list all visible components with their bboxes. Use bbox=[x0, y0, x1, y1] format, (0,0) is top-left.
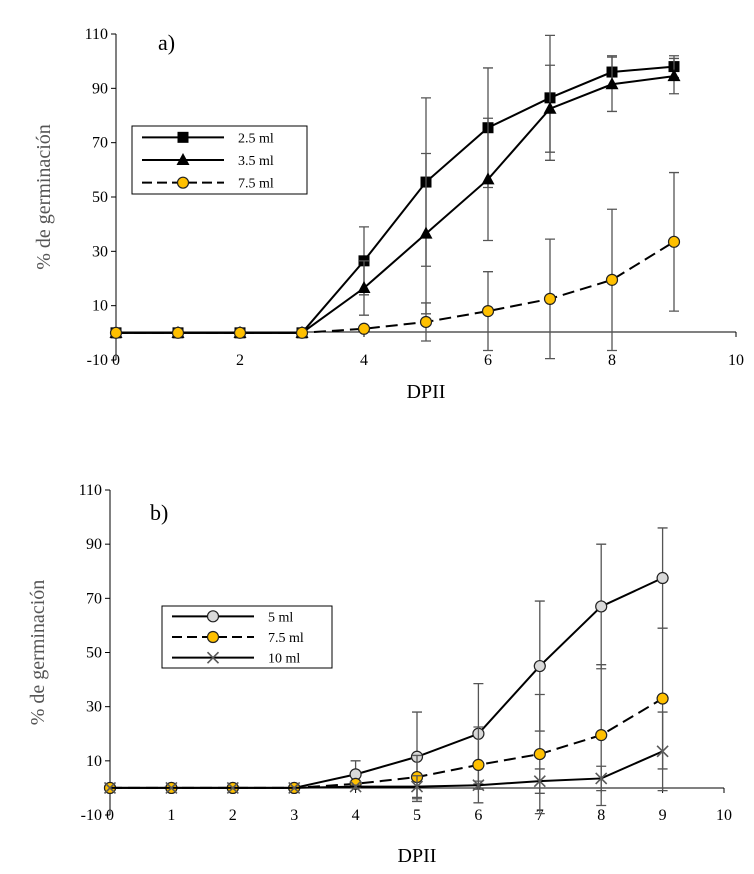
x-tick-label: 3 bbox=[290, 807, 298, 824]
chart-panel-a: -10 10 30 50 70 90 110 0 2 4 6 8 10 DPII % de germinac… bbox=[33, 26, 744, 403]
y-axis-title: % de germinación bbox=[27, 580, 49, 726]
y-tick-label: 30 bbox=[86, 699, 102, 716]
legend-marker bbox=[206, 630, 220, 644]
x-axis-title: DPII bbox=[407, 381, 446, 403]
series-line bbox=[110, 697, 664, 789]
y-tick-label: 50 bbox=[86, 645, 102, 662]
data-point bbox=[410, 780, 424, 793]
panel-label: a) bbox=[158, 30, 175, 55]
data-point bbox=[472, 779, 485, 792]
y-tick-label: 50 bbox=[92, 189, 108, 206]
legend: 5 ml 7.5 ml 10 ml bbox=[161, 605, 333, 669]
legend-marker bbox=[176, 153, 190, 165]
data-point bbox=[233, 326, 247, 339]
data-point bbox=[667, 69, 681, 82]
data-point bbox=[103, 781, 117, 794]
y-tick-label: 90 bbox=[92, 80, 108, 97]
data-point bbox=[595, 729, 608, 742]
y-tick-label: 110 bbox=[85, 26, 108, 43]
x-tick-label: 9 bbox=[659, 807, 667, 824]
x-axis-title: DPII bbox=[398, 845, 437, 867]
y-tick-label: 10 bbox=[92, 298, 108, 315]
data-point bbox=[656, 745, 669, 758]
data-point bbox=[595, 772, 608, 785]
y-tick-label: -10 bbox=[81, 807, 102, 824]
legend-label: 7.5 ml bbox=[268, 631, 304, 646]
y-tick-label: 10 bbox=[86, 753, 102, 770]
x-tick-label: 10 bbox=[728, 352, 744, 369]
y-tick-label: 110 bbox=[79, 482, 102, 499]
data-point bbox=[481, 172, 495, 185]
data-point bbox=[481, 305, 495, 318]
y-tick-label: 70 bbox=[92, 135, 108, 152]
x-tick-label: 1 bbox=[167, 807, 175, 824]
legend-label: 7.5 ml bbox=[238, 177, 274, 192]
data-point bbox=[605, 273, 619, 286]
series-line bbox=[110, 750, 664, 789]
x-tick-label: 8 bbox=[608, 352, 616, 369]
y-axis-title: % de germinación bbox=[33, 124, 55, 270]
y-tick-label: 30 bbox=[92, 243, 108, 260]
x-tick-label: 2 bbox=[229, 807, 237, 824]
data-point bbox=[226, 781, 239, 794]
series-line bbox=[116, 65, 675, 334]
series-7-5-ml bbox=[109, 171, 681, 360]
legend-marker bbox=[206, 610, 220, 623]
y-tick-label: 70 bbox=[86, 590, 102, 607]
legend-label: 5 ml bbox=[268, 610, 293, 625]
data-point bbox=[667, 235, 681, 248]
legend-marker bbox=[177, 131, 189, 143]
data-point bbox=[605, 77, 619, 90]
x-tick-label: 4 bbox=[360, 352, 368, 369]
x-tick-label: 5 bbox=[413, 807, 421, 824]
data-point bbox=[656, 692, 669, 705]
legend-marker bbox=[176, 176, 190, 189]
data-point bbox=[419, 226, 433, 239]
data-point bbox=[543, 101, 557, 114]
y-tick-label: -10 bbox=[87, 352, 108, 369]
data-point bbox=[472, 758, 485, 771]
data-point bbox=[533, 775, 546, 788]
data-point bbox=[656, 571, 669, 585]
data-point bbox=[357, 281, 371, 294]
series-10-ml bbox=[103, 711, 669, 799]
series-3-5-ml bbox=[109, 56, 681, 338]
legend-marker bbox=[206, 651, 220, 664]
legend-label: 2.5 ml bbox=[238, 131, 274, 146]
series-line bbox=[116, 240, 675, 334]
data-point bbox=[533, 747, 546, 761]
data-point bbox=[171, 326, 185, 339]
legend-label: 3.5 ml bbox=[238, 154, 274, 169]
series-line bbox=[116, 75, 675, 334]
data-point bbox=[295, 326, 309, 339]
data-point bbox=[533, 659, 546, 673]
data-point bbox=[357, 322, 371, 335]
data-point bbox=[543, 292, 557, 305]
x-tick-label: 10 bbox=[716, 807, 732, 824]
y-tick-label: 90 bbox=[86, 536, 102, 553]
data-point bbox=[419, 315, 433, 329]
data-point bbox=[165, 781, 178, 794]
x-tick-label: 0 bbox=[112, 352, 120, 369]
x-tick-label: 7 bbox=[536, 807, 544, 824]
data-point bbox=[349, 780, 362, 793]
x-tick-label: 2 bbox=[236, 352, 244, 369]
data-point bbox=[109, 326, 123, 339]
x-tick-label: 6 bbox=[474, 807, 482, 824]
x-tick-label: 4 bbox=[352, 807, 360, 824]
x-tick-label: 0 bbox=[106, 807, 114, 824]
legend: 2.5 ml 3.5 ml 7.5 ml bbox=[131, 125, 308, 195]
x-tick-label: 6 bbox=[484, 352, 492, 369]
panel-label: b) bbox=[150, 500, 168, 525]
data-point bbox=[595, 600, 608, 613]
data-point bbox=[288, 781, 301, 794]
legend-label: 10 ml bbox=[268, 652, 300, 667]
chart-panel-b: -10 10 30 50 70 90 110 0 1 2 3 4 5 6 7 8 9 10 DPII % de ger… bbox=[27, 482, 732, 867]
x-tick-label: 8 bbox=[597, 807, 605, 824]
